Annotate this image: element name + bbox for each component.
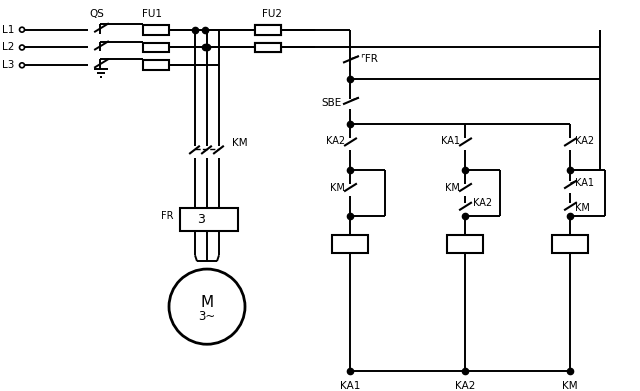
Bar <box>447 235 483 253</box>
Bar <box>143 25 169 35</box>
Text: L2: L2 <box>2 43 14 52</box>
Text: KA2: KA2 <box>575 136 594 147</box>
Text: KM: KM <box>445 183 460 193</box>
Bar <box>180 208 238 231</box>
Bar <box>143 43 169 52</box>
Bar <box>255 43 281 52</box>
Bar <box>255 25 281 35</box>
Text: KA1: KA1 <box>340 381 360 391</box>
Text: KA1: KA1 <box>441 136 460 147</box>
Text: ⌜FR: ⌜FR <box>360 54 378 65</box>
Circle shape <box>19 27 24 32</box>
Text: M: M <box>200 295 214 310</box>
Bar <box>255 43 281 52</box>
Text: KA2: KA2 <box>326 136 345 147</box>
Text: SBE: SBE <box>322 98 342 108</box>
Text: 3: 3 <box>197 213 205 226</box>
Text: KA1: KA1 <box>575 178 594 188</box>
Bar <box>332 235 368 253</box>
Text: FU2: FU2 <box>262 9 282 19</box>
Text: KM: KM <box>575 203 590 213</box>
Text: L1: L1 <box>2 25 14 35</box>
Text: KM: KM <box>232 138 248 149</box>
Text: 3~: 3~ <box>198 310 216 323</box>
Bar <box>143 60 169 70</box>
Circle shape <box>169 269 245 344</box>
Circle shape <box>19 45 24 50</box>
Text: FU1: FU1 <box>142 9 162 19</box>
Text: QS: QS <box>90 9 104 19</box>
Circle shape <box>19 63 24 68</box>
Bar <box>552 235 588 253</box>
Text: KM: KM <box>562 381 578 391</box>
Text: KA2: KA2 <box>455 381 475 391</box>
Text: L3: L3 <box>2 60 14 70</box>
Text: FR: FR <box>161 211 173 221</box>
Text: KA2: KA2 <box>473 198 492 208</box>
Bar <box>255 25 281 35</box>
Text: KM: KM <box>330 183 345 193</box>
